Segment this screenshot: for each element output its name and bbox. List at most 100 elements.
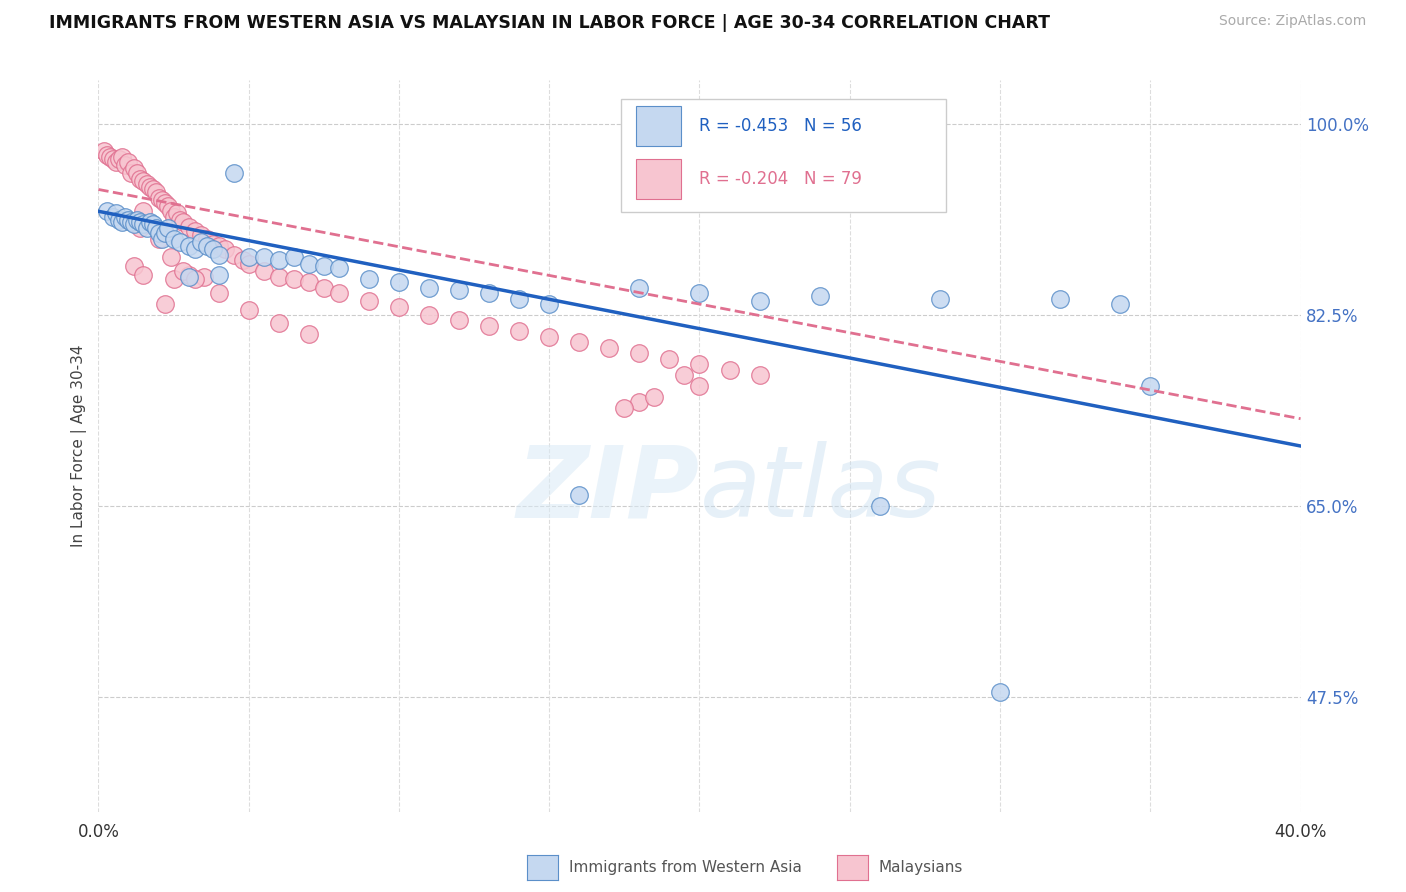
Point (156, 220, 179, 235)
Point (538, 330, 561, 344)
Point (418, 281, 440, 295)
Point (183, 243, 205, 257)
Point (222, 166, 245, 180)
Point (748, 368, 770, 382)
Point (447, 313, 470, 327)
Point (447, 283, 470, 297)
Point (153, 226, 176, 240)
Point (162, 210, 184, 224)
Point (132, 218, 155, 232)
Point (121, 166, 143, 180)
Text: R = -0.453   N = 56: R = -0.453 N = 56 (700, 117, 862, 135)
Point (127, 213, 149, 227)
Point (162, 231, 184, 245)
Point (195, 231, 218, 245)
Point (117, 155, 139, 169)
Point (238, 302, 260, 317)
Point (568, 488, 591, 502)
Point (177, 239, 200, 253)
Point (201, 243, 224, 257)
Point (267, 269, 290, 284)
Point (114, 210, 136, 224)
Point (312, 281, 335, 295)
Point (159, 204, 181, 219)
Text: Immigrants from Western Asia: Immigrants from Western Asia (569, 861, 803, 875)
Point (156, 199, 179, 213)
Point (183, 224, 205, 238)
Text: ZIP: ZIP (516, 442, 700, 539)
Point (172, 215, 194, 229)
Point (643, 390, 665, 404)
Text: IMMIGRANTS FROM WESTERN ASIA VS MALAYSIAN IN LABOR FORCE | AGE 30-34 CORRELATION: IMMIGRANTS FROM WESTERN ASIA VS MALAYSIA… (49, 14, 1050, 32)
Point (105, 155, 128, 169)
Point (129, 215, 152, 229)
Point (190, 235, 212, 249)
Point (267, 253, 290, 268)
Point (150, 194, 173, 208)
Point (190, 228, 212, 243)
Point (169, 213, 191, 227)
Point (214, 243, 236, 257)
Point (283, 272, 305, 286)
Point (808, 289, 831, 303)
Point (153, 297, 176, 311)
Point (658, 351, 681, 366)
Point (208, 286, 231, 301)
Point (159, 250, 181, 264)
Point (114, 158, 136, 172)
Point (718, 362, 741, 376)
Point (267, 316, 290, 330)
Point (508, 324, 530, 338)
Point (100, 150, 122, 164)
Point (673, 368, 696, 382)
FancyBboxPatch shape (636, 106, 682, 146)
Point (201, 237, 224, 252)
Point (172, 264, 194, 278)
Point (478, 286, 501, 301)
Text: Malaysians: Malaysians (879, 861, 963, 875)
Point (418, 308, 440, 322)
Point (613, 401, 636, 415)
Point (208, 239, 231, 253)
Point (135, 220, 157, 235)
Point (177, 269, 200, 284)
Point (124, 259, 146, 273)
Point (132, 268, 155, 282)
Point (183, 272, 205, 286)
Point (169, 235, 191, 249)
Text: Source: ZipAtlas.com: Source: ZipAtlas.com (1219, 14, 1367, 29)
Point (132, 174, 155, 188)
Point (141, 218, 163, 232)
Point (127, 166, 149, 180)
Point (1109, 297, 1132, 311)
Point (145, 220, 167, 235)
Text: atlas: atlas (700, 442, 941, 539)
Point (111, 150, 134, 164)
Point (105, 206, 128, 220)
Point (478, 318, 501, 333)
Point (1139, 379, 1161, 393)
Point (129, 220, 152, 235)
Point (96, 204, 118, 219)
Point (328, 286, 350, 301)
Point (208, 248, 231, 262)
Point (283, 250, 305, 264)
Point (869, 499, 891, 513)
Point (132, 204, 155, 219)
Point (388, 301, 411, 315)
Point (298, 326, 321, 341)
Point (129, 171, 152, 186)
Point (222, 248, 245, 262)
Point (145, 185, 167, 199)
Point (193, 269, 215, 284)
Point (689, 379, 711, 393)
Point (1049, 292, 1071, 306)
Point (135, 177, 157, 191)
Point (238, 250, 260, 264)
Point (108, 213, 131, 227)
Point (628, 346, 651, 360)
Point (253, 264, 276, 278)
Point (141, 182, 163, 196)
Point (689, 286, 711, 301)
Point (195, 239, 218, 253)
